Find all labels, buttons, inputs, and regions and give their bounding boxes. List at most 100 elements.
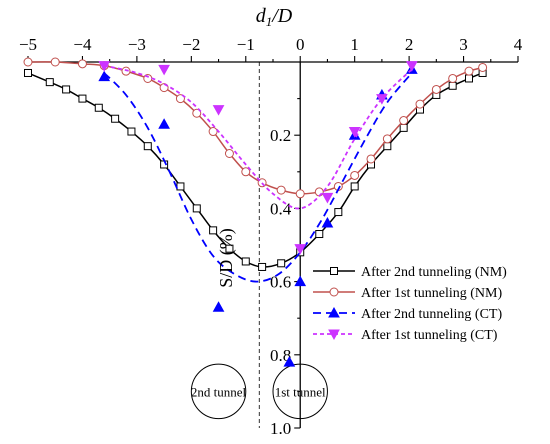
legend-label: After 1st tunneling (NM) — [361, 286, 502, 301]
data-point — [366, 154, 376, 164]
data-point — [175, 94, 185, 104]
data-point — [399, 116, 409, 126]
series-layer — [23, 57, 488, 367]
data-point — [98, 61, 111, 72]
data-point — [348, 127, 361, 138]
data-point — [158, 64, 170, 76]
legend-swatch-marker — [328, 329, 340, 341]
legend-label: After 2nd tunneling (CT) — [361, 307, 502, 322]
data-point — [127, 127, 136, 136]
legend-swatch-marker — [328, 306, 340, 318]
data-point — [295, 189, 305, 199]
data-point — [62, 85, 71, 94]
data-point — [94, 103, 103, 112]
data-point — [314, 187, 324, 197]
data-point — [465, 74, 473, 83]
data-point — [464, 66, 474, 76]
x-tick-label: 3 — [459, 35, 468, 54]
y-tick-label: 0.8 — [270, 346, 291, 365]
series-line-4 — [104, 64, 413, 210]
data-point — [448, 73, 458, 83]
data-point — [121, 66, 131, 76]
axes: −5 −4 −3 −2 −1 0 1 2 3 4 0.2 0.4 0.6 0.8 1.0 — [19, 35, 523, 438]
y-tick-label: 1.0 — [270, 419, 291, 438]
x-tick-label: 2 — [405, 35, 414, 54]
y-tick-label: 0.2 — [270, 126, 291, 145]
y-axis-title: S/D (%) — [216, 228, 237, 288]
y-tick-label: 0.4 — [270, 199, 292, 218]
legend-swatch-marker — [329, 287, 339, 297]
tunnel-circle-1 — [190, 363, 247, 420]
data-point — [405, 61, 418, 72]
data-point — [23, 57, 33, 67]
data-point — [294, 244, 307, 255]
data-point — [382, 134, 392, 144]
data-point — [212, 301, 225, 312]
data-point — [208, 127, 218, 137]
series-2 — [23, 57, 488, 199]
data-point — [478, 62, 488, 72]
data-point — [277, 259, 286, 268]
data-point — [383, 142, 392, 151]
series-line-2 — [27, 61, 483, 195]
data-point — [24, 68, 32, 77]
x-tick-label: 1 — [350, 35, 359, 54]
data-point — [78, 94, 87, 103]
x-tick-label: −5 — [19, 35, 37, 54]
x-tick-label: −3 — [128, 35, 146, 54]
data-point — [415, 99, 425, 109]
data-point — [350, 170, 360, 180]
data-point — [158, 118, 170, 129]
data-point — [176, 182, 185, 191]
x-axis-title: d1/D — [256, 5, 293, 29]
legend: After 2nd tunneling (NM) After 1st tunnel… — [313, 265, 507, 343]
y-tick-label: 0.6 — [270, 273, 291, 292]
x-tick-label: 4 — [514, 35, 523, 54]
data-point — [350, 182, 359, 191]
x-tick-label: −2 — [182, 35, 200, 54]
legend-item-2: After 1st tunneling (NM) — [313, 286, 502, 301]
legend-item-4: After 1st tunneling (CT) — [313, 328, 498, 343]
data-point — [77, 59, 87, 69]
data-point — [258, 262, 267, 271]
data-point — [50, 57, 60, 67]
data-point — [225, 244, 234, 253]
data-point — [315, 230, 324, 239]
series-4 — [98, 61, 418, 255]
legend-item-1: After 2nd tunneling (NM) — [313, 265, 507, 280]
series-line-1 — [27, 72, 483, 268]
data-point — [192, 204, 201, 213]
data-point — [209, 226, 218, 235]
data-point — [192, 108, 202, 118]
series-line-3 — [103, 72, 413, 283]
x-tick-label: −4 — [73, 35, 92, 54]
legend-label: After 2nd tunneling (NM) — [361, 265, 507, 280]
legend-label: After 1st tunneling (CT) — [361, 328, 498, 343]
x-tick-label: 0 — [296, 35, 305, 54]
data-point — [321, 192, 334, 204]
data-point — [448, 81, 457, 90]
data-point — [376, 94, 388, 105]
data-point — [334, 208, 343, 217]
data-point — [212, 105, 225, 116]
data-point — [241, 257, 250, 266]
data-point — [241, 167, 251, 177]
legend-swatch-marker — [330, 267, 338, 275]
series-1 — [24, 68, 487, 271]
axis-labels: d1/D S/D (%) — [216, 5, 293, 288]
data-point — [111, 114, 120, 123]
data-point — [294, 275, 307, 287]
data-point — [431, 84, 441, 94]
data-point — [98, 70, 111, 82]
data-point — [283, 356, 296, 367]
x-tick-label: −1 — [237, 35, 255, 54]
data-point — [321, 217, 334, 228]
data-point — [45, 78, 54, 87]
legend-item-3: After 2nd tunneling (CT) — [313, 306, 502, 322]
data-point — [399, 123, 408, 132]
tunnel-label-1: 2nd tunnel — [191, 384, 247, 399]
data-point — [276, 185, 286, 195]
data-point — [143, 142, 152, 151]
data-point — [224, 149, 234, 158]
